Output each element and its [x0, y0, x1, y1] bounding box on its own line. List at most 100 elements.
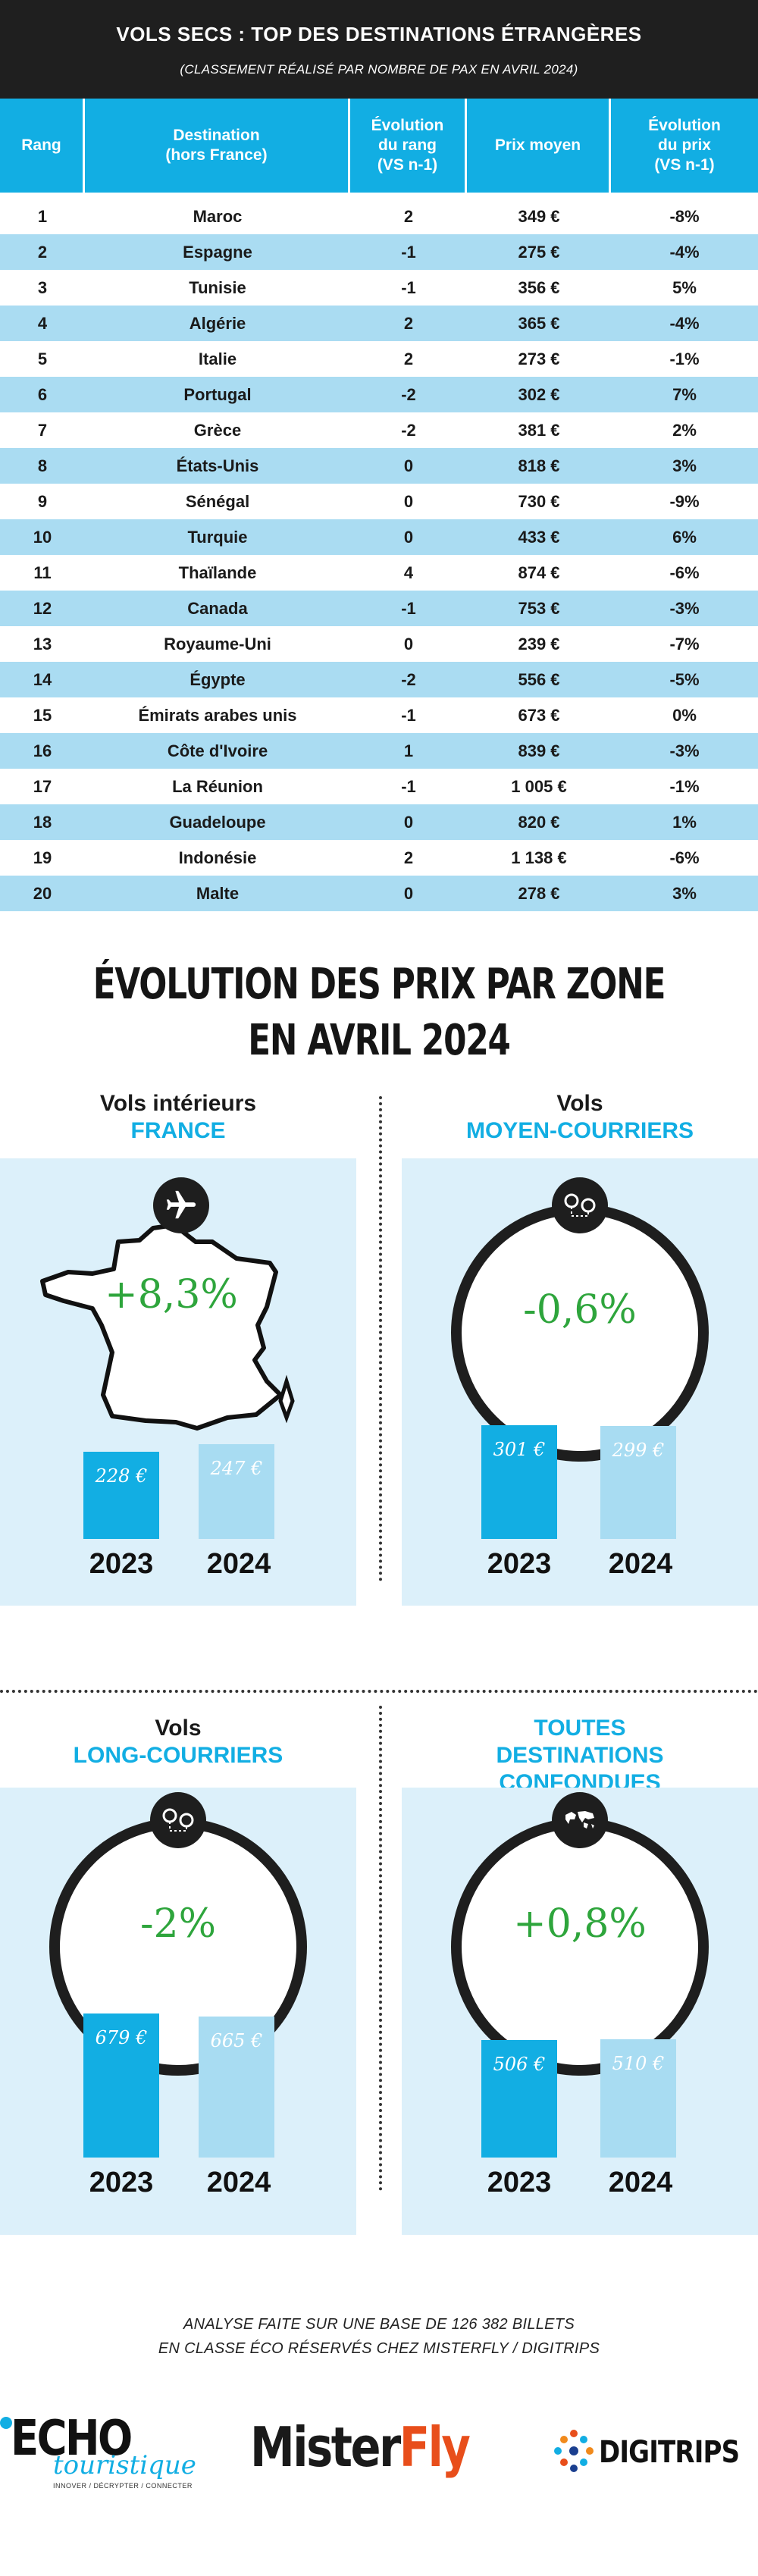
zone-france-bar-2024: 247 € [199, 1444, 274, 1539]
table-row: 15 Émirats arabes unis -1 673 € 0% [0, 697, 758, 733]
cell-rank: 17 [33, 776, 52, 796]
table-row: 6 Portugal -2 302 € 7% [0, 377, 758, 412]
cell-price-change: -7% [669, 634, 700, 653]
cell-rank: 11 [33, 563, 52, 582]
echo-touristique-logo: ECHO touristique INNOVER / DÉCRYPTER / C… [0, 2411, 212, 2494]
cell-average-price: 730 € [518, 491, 560, 511]
cell-rank-change: 2 [403, 349, 414, 368]
cell-price-change: 6% [672, 527, 697, 547]
cell-price-change: 7% [672, 384, 697, 404]
cell-average-price: 278 € [518, 883, 560, 903]
cell-rank: 19 [33, 848, 52, 867]
cell-destination: Italie [198, 349, 237, 368]
zone-long-panel: -2% 679 € 665 € 2023 2024 [0, 1788, 356, 2235]
table-row: 11 Thaïlande 4 874 € -6% [0, 555, 758, 591]
cell-rank-change: -2 [401, 420, 416, 440]
zone-moyen-bar-2024: 299 € [600, 1426, 676, 1539]
cell-rank-change: -1 [401, 705, 416, 725]
cell-price-change: 0% [672, 705, 697, 725]
zone-moyen-year-2023: 2023 [487, 1548, 552, 1580]
cell-rank-change: -1 [401, 242, 416, 262]
evolution-title-line-1: ÉVOLUTION DES PRIX PAR ZONE [92, 960, 666, 1009]
table-row: 2 Espagne -1 275 € -4% [0, 234, 758, 270]
cell-destination: Canada [187, 598, 248, 618]
cell-average-price: 433 € [518, 527, 560, 547]
cell-rank-change: 4 [403, 563, 414, 582]
zone-moyen-bar-2024-label: 299 € [612, 1440, 665, 1461]
zone-toutes-label: TOUTES DESTINATIONS CONFONDUES [402, 1715, 758, 1797]
cell-destination: Turquie [187, 527, 248, 547]
table-row: 14 Égypte -2 556 € -5% [0, 662, 758, 697]
cell-price-change: -1% [669, 776, 700, 796]
cell-average-price: 1 138 € [511, 848, 567, 867]
table-row: 17 La Réunion -1 1 005 € -1% [0, 769, 758, 804]
cell-rank-change: 2 [403, 206, 414, 226]
table-title: VOLS SECS : TOP DES DESTINATIONS ÉTRANGÈ… [116, 23, 642, 45]
table-row: 1 Maroc 2 349 € -8% [0, 199, 758, 234]
cell-rank-change: 1 [403, 741, 414, 760]
cell-rank: 13 [33, 634, 52, 653]
cell-destination: Algérie [189, 313, 246, 333]
zone-france-label-accent: FRANCE [130, 1118, 226, 1143]
zone-long-bar-2024: 665 € [199, 2017, 274, 2158]
row-separator [0, 1690, 758, 1693]
cell-rank: 15 [33, 705, 52, 725]
zone-france-bar-2023-label: 228 € [95, 1465, 148, 1487]
cell-destination: Royaume-Uni [164, 634, 271, 653]
cell-price-change: 2% [672, 420, 697, 440]
cell-rank-change: 0 [403, 634, 414, 653]
cell-rank-change: -1 [401, 598, 416, 618]
zone-moyen-bar-2023: 301 € [481, 1425, 557, 1539]
cell-destination: Guadeloupe [169, 812, 266, 832]
cell-rank: 9 [37, 491, 48, 511]
cell-average-price: 381 € [518, 420, 560, 440]
cell-rank-change: -1 [401, 776, 416, 796]
table-row: 20 Malte 0 278 € 3% [0, 876, 758, 911]
cell-average-price: 356 € [518, 277, 560, 297]
route-pins-icon [552, 1177, 608, 1233]
table-body: 1 Maroc 2 349 € -8% 2 Espagne -1 275 € -4% 3 Tunisi… [0, 199, 758, 911]
column-separator-bottom [379, 1706, 382, 2191]
zone-france-panel: +8,3% 228 € 247 € 2023 2024 [0, 1158, 356, 1606]
cell-average-price: 1 005 € [511, 776, 567, 796]
zone-france-label-top: Vols intérieurs [99, 1091, 257, 1116]
cell-price-change: -1% [669, 349, 700, 368]
table-row: 7 Grèce -2 381 € 2% [0, 412, 758, 448]
zone-toutes-panel: +0,8% 506 € 510 € 2023 2024 [402, 1788, 758, 2235]
cell-price-change: 1% [672, 812, 697, 832]
table-header-banner: VOLS SECS : TOP DES DESTINATIONS ÉTRANGÈ… [0, 0, 758, 99]
zone-toutes-year-2023: 2023 [487, 2167, 552, 2198]
column-header-rang: Rang [0, 99, 85, 193]
table-row: 16 Côte d'Ivoire 1 839 € -3% [0, 733, 758, 769]
cell-average-price: 365 € [518, 313, 560, 333]
analysis-note-line-2: EN CLASSE ÉCO RÉSERVÉS CHEZ MISTERFLY / … [158, 2340, 600, 2357]
cell-average-price: 673 € [518, 705, 560, 725]
table-row: 18 Guadeloupe 0 820 € 1% [0, 804, 758, 840]
echo-logo-script: touristique [53, 2450, 196, 2480]
zone-moyen-label-top: Vols [556, 1091, 603, 1116]
zone-france-label: Vols intérieurs FRANCE [0, 1090, 356, 1145]
table-row: 5 Italie 2 273 € -1% [0, 341, 758, 377]
cell-rank: 8 [37, 456, 48, 475]
cell-rank-change: 0 [403, 883, 414, 903]
cell-destination: Émirats arabes unis [138, 705, 297, 725]
cell-rank: 3 [37, 277, 48, 297]
zone-moyen-label: Vols MOYEN-COURRIERS [402, 1090, 758, 1145]
cell-average-price: 273 € [518, 349, 560, 368]
cell-average-price: 839 € [518, 741, 560, 760]
cell-rank: 12 [33, 598, 52, 618]
cell-destination: Malte [196, 883, 240, 903]
cell-rank: 4 [37, 313, 48, 333]
cell-price-change: -8% [669, 206, 700, 226]
misterfly-logo: MisterFly [250, 2415, 517, 2479]
cell-rank-change: -2 [401, 384, 416, 404]
zone-long-year-2024: 2024 [206, 2167, 271, 2198]
zone-france-year-2023: 2023 [89, 1548, 154, 1580]
zone-long-label-accent: LONG-COURRIERS [73, 1743, 283, 1768]
cell-rank: 1 [37, 206, 48, 226]
cell-rank: 5 [37, 349, 48, 368]
table-row: 19 Indonésie 2 1 138 € -6% [0, 840, 758, 876]
cell-destination: Égypte [190, 669, 246, 689]
echo-logo-tagline: INNOVER / DÉCRYPTER / CONNECTER [53, 2482, 193, 2490]
analysis-note: ANALYSE FAITE SUR UNE BASE DE 126 382 BI… [0, 2312, 758, 2361]
